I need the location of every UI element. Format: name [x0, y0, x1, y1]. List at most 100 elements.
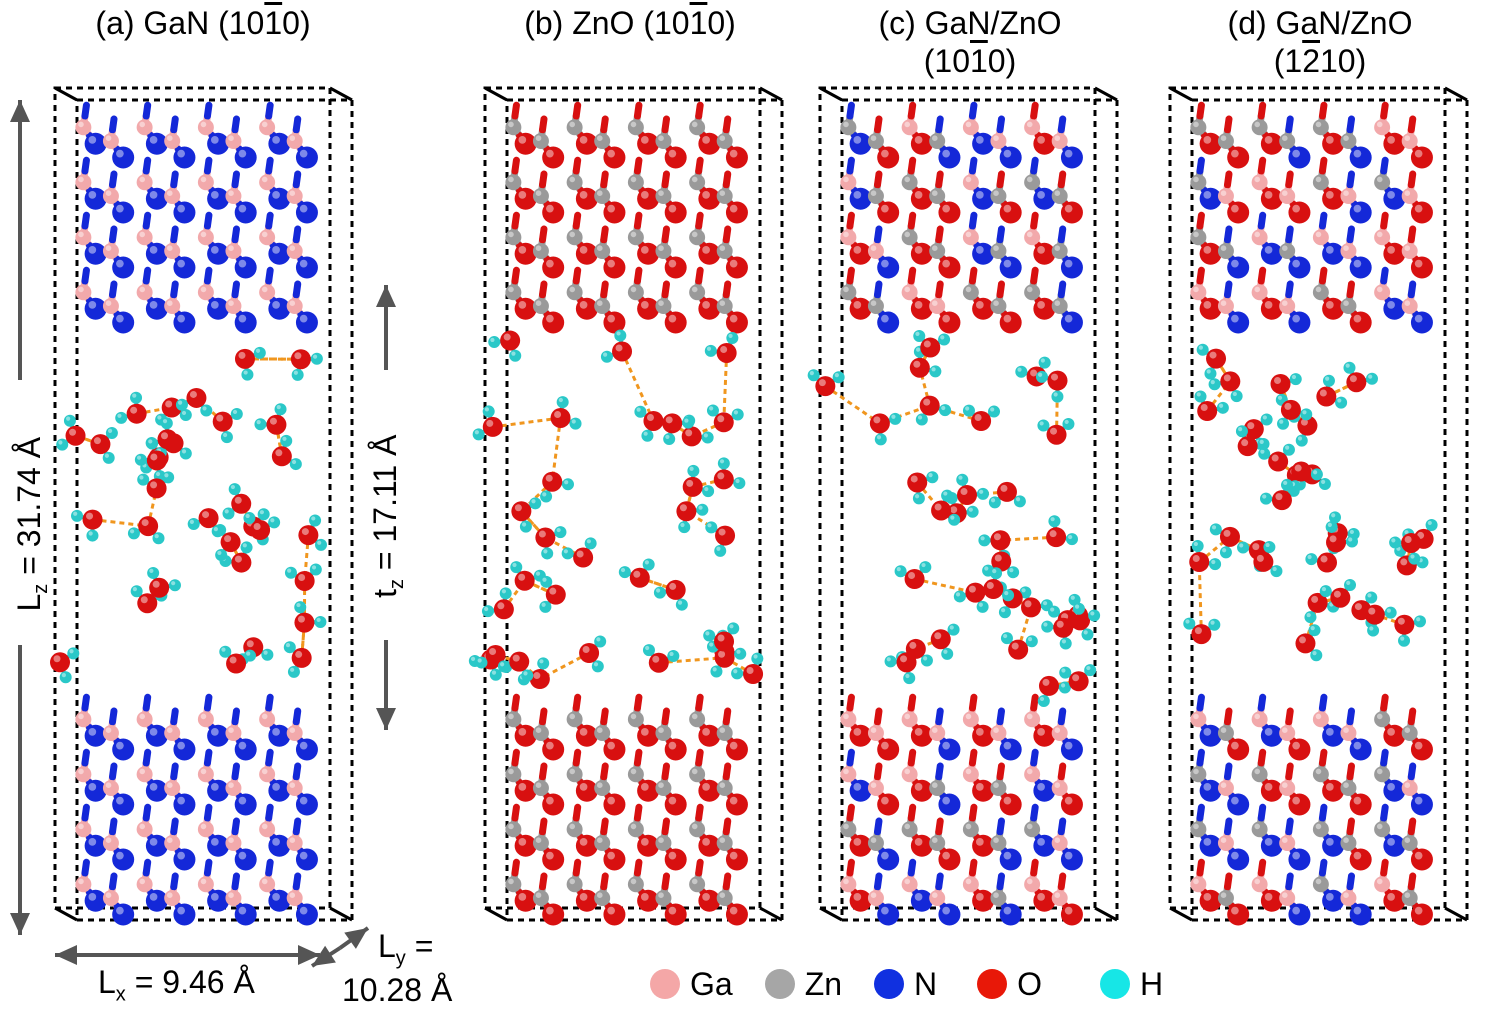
atom — [1190, 821, 1207, 838]
atom — [1000, 632, 1013, 645]
atom — [689, 821, 706, 838]
atom — [713, 412, 734, 433]
atom — [1365, 372, 1378, 385]
bond — [203, 156, 213, 175]
atom — [291, 368, 304, 381]
atom — [1383, 297, 1406, 320]
atom — [164, 780, 181, 796]
atom — [643, 410, 664, 431]
atom — [725, 848, 748, 871]
atom — [234, 311, 257, 334]
atom — [1401, 298, 1418, 314]
o-swatch — [977, 969, 1008, 999]
atom — [716, 725, 733, 741]
atom — [1217, 835, 1234, 851]
atom — [75, 229, 92, 246]
atom — [225, 835, 242, 851]
bond — [722, 817, 732, 836]
atom — [716, 188, 733, 204]
bond — [170, 817, 179, 836]
atom — [505, 821, 522, 838]
hydrogen-bond — [492, 416, 561, 429]
atom — [901, 284, 918, 301]
n-swatch — [874, 969, 905, 999]
bond — [170, 170, 179, 189]
atom — [938, 256, 961, 279]
atom — [1035, 370, 1048, 383]
atom — [938, 848, 961, 871]
atom — [105, 427, 118, 440]
bond — [695, 211, 704, 230]
atom — [1019, 586, 1032, 599]
atom — [1013, 495, 1026, 508]
atom — [698, 834, 721, 857]
atom — [991, 551, 1012, 572]
atom — [1349, 793, 1372, 816]
hydrogen-bond — [824, 384, 881, 425]
atom — [1191, 540, 1204, 553]
atom — [1051, 725, 1068, 741]
atom — [222, 507, 235, 520]
atom — [146, 478, 167, 499]
atom — [1335, 396, 1348, 409]
bond — [1380, 266, 1389, 285]
atom — [286, 780, 303, 796]
atom — [259, 174, 276, 191]
atom — [1288, 256, 1311, 279]
bond — [1057, 225, 1067, 244]
bond — [292, 762, 302, 781]
atom — [698, 132, 721, 155]
bond — [633, 266, 643, 285]
atom — [102, 890, 119, 906]
atom — [1330, 587, 1351, 608]
atom — [877, 201, 900, 224]
bond — [1257, 693, 1267, 712]
bond — [935, 762, 944, 781]
atom — [1190, 174, 1207, 191]
bond — [511, 693, 520, 712]
atom — [126, 403, 147, 424]
atom — [112, 146, 135, 169]
lz-arrow-up — [10, 100, 30, 380]
atom — [867, 188, 884, 204]
atom — [309, 514, 322, 527]
atom — [972, 889, 995, 912]
atom — [102, 451, 115, 464]
atom — [505, 174, 522, 191]
atom — [1413, 615, 1426, 628]
atom — [1033, 242, 1056, 265]
bond — [1318, 858, 1328, 877]
atom — [603, 848, 626, 871]
atom — [102, 133, 119, 149]
atom — [655, 298, 672, 314]
legend-label-ga: Ga — [690, 965, 733, 1002]
atom — [929, 780, 946, 796]
atom — [929, 188, 946, 204]
bond — [511, 748, 520, 767]
atom — [286, 725, 303, 741]
bond — [1380, 803, 1389, 822]
atom — [807, 369, 820, 382]
atom — [1051, 133, 1068, 149]
atom — [1208, 378, 1221, 391]
bond — [108, 762, 118, 781]
bond — [661, 762, 670, 781]
atom — [164, 835, 181, 851]
atom — [573, 547, 594, 568]
atom — [1015, 365, 1028, 378]
bond — [231, 115, 240, 134]
atom — [130, 391, 143, 404]
atom — [1383, 132, 1406, 155]
atom — [259, 284, 276, 301]
bond — [661, 115, 670, 134]
atom — [1024, 821, 1041, 838]
atom — [514, 724, 537, 747]
atom — [877, 903, 900, 926]
atom — [1208, 618, 1221, 631]
atom — [1021, 597, 1042, 618]
atom — [726, 332, 739, 345]
atom — [130, 585, 143, 598]
atom — [1288, 738, 1311, 761]
atom — [219, 645, 232, 658]
atom — [1217, 725, 1234, 741]
